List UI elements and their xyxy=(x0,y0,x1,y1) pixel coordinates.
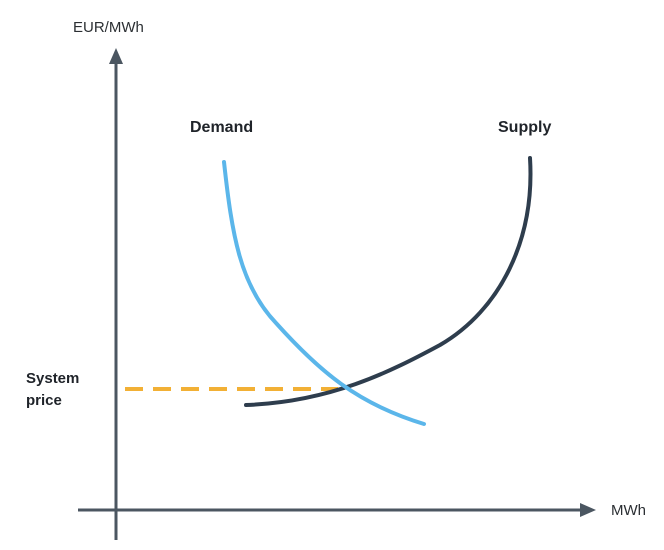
supply-curve xyxy=(244,156,533,407)
y-axis-label: EUR/MWh xyxy=(73,19,144,36)
system-price-label-line1: System xyxy=(26,370,80,387)
system-price-label: System price xyxy=(26,368,79,412)
demand-curve xyxy=(222,160,426,426)
supply-label: Supply xyxy=(498,119,552,136)
x-axis-label: MWh xyxy=(611,502,646,519)
arrow-up-icon xyxy=(109,48,123,64)
system-price-label-line2: price xyxy=(26,392,62,409)
arrow-right-icon xyxy=(580,503,596,517)
demand-label: Demand xyxy=(190,119,254,136)
